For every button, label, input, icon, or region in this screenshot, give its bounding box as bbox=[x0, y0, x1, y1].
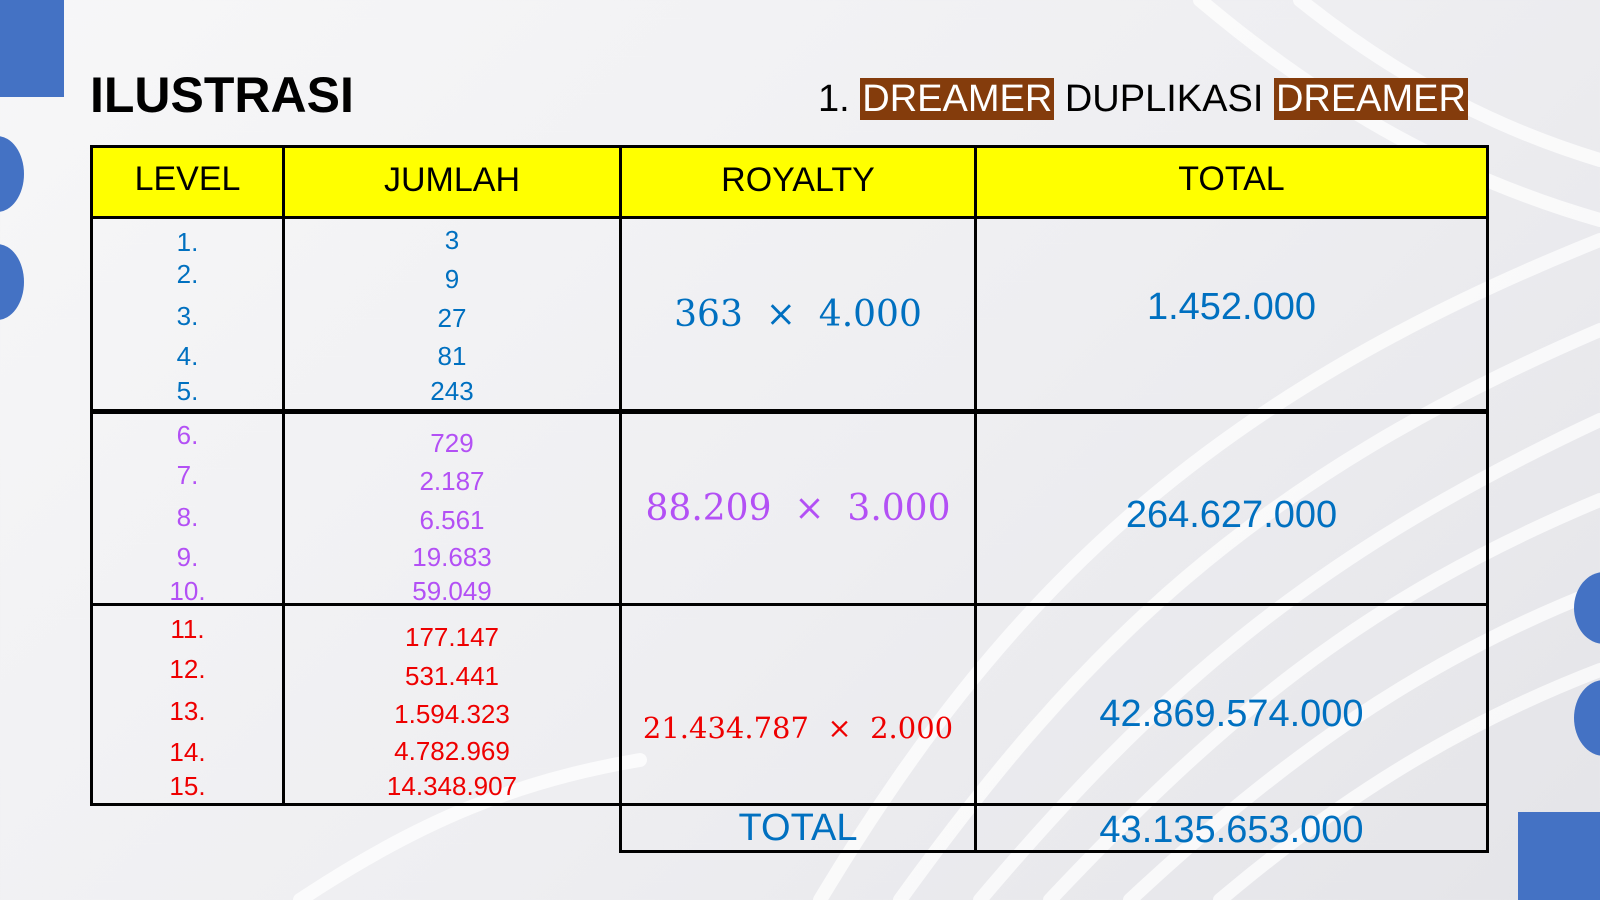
level-cell: 15. bbox=[169, 771, 206, 801]
header-jumlah: JUMLAH bbox=[282, 145, 622, 219]
group-3-counts: 177.147 531.441 1.594.323 4.782.969 14.3… bbox=[282, 603, 622, 806]
group-1-total: 1.452.000 bbox=[974, 216, 1489, 412]
count-cell: 14.348.907 bbox=[386, 771, 518, 801]
count-cell: 1.594.323 bbox=[394, 699, 510, 729]
group-2-levels: 6. 7. 8. 9. 10. bbox=[90, 409, 285, 606]
level-cell: 10. bbox=[169, 576, 206, 606]
header-total: TOTAL bbox=[974, 145, 1489, 219]
level-cell: 3. bbox=[176, 301, 199, 331]
count-cell: 4.782.969 bbox=[394, 736, 510, 766]
count-cell: 27 bbox=[437, 303, 467, 333]
count-cell: 2.187 bbox=[419, 466, 485, 496]
count-cell: 177.147 bbox=[405, 622, 499, 652]
page-title: ILUSTRASI bbox=[90, 67, 354, 123]
header-royalty: ROYALTY bbox=[619, 145, 977, 219]
header-royalty-label: ROYALTY bbox=[721, 160, 875, 199]
header-level-label: LEVEL bbox=[134, 160, 241, 198]
level-cell: 11. bbox=[170, 614, 205, 644]
group-3-royalty: 21.434.787 × 2.000 bbox=[619, 603, 977, 806]
level-cell: 7. bbox=[176, 460, 199, 490]
group-3-levels: 11. 12. 13. 14. 15. bbox=[90, 603, 285, 806]
subtitle-highlight-1: DREAMER bbox=[860, 78, 1055, 120]
header-total-label: TOTAL bbox=[1178, 160, 1285, 198]
count-cell: 243 bbox=[430, 376, 474, 406]
group-2-total: 264.627.000 bbox=[974, 409, 1489, 606]
grand-total-label: TOTAL bbox=[619, 803, 977, 853]
count-cell: 59.049 bbox=[412, 576, 492, 606]
group-3-total: 42.869.574.000 bbox=[974, 603, 1489, 806]
count-cell: 6.561 bbox=[419, 505, 485, 535]
level-cell: 6. bbox=[176, 420, 199, 450]
group-1-levels: 1. 2. 3. 4. 5. bbox=[90, 216, 285, 412]
group-1-royalty: 363 × 4.000 bbox=[619, 216, 977, 412]
count-cell: 9 bbox=[444, 264, 460, 294]
level-cell: 8. bbox=[176, 502, 199, 532]
decor-square-top-left bbox=[0, 0, 64, 97]
count-cell: 3 bbox=[444, 225, 460, 255]
level-cell: 2. bbox=[176, 259, 199, 289]
subtitle-middle: DUPLIKASI bbox=[1064, 78, 1264, 120]
header-jumlah-label: JUMLAH bbox=[383, 160, 521, 199]
subtitle-highlight-2: DREAMER bbox=[1273, 78, 1468, 120]
count-cell: 729 bbox=[430, 428, 474, 458]
level-cell: 14. bbox=[169, 737, 206, 767]
group-2-royalty: 88.209 × 3.000 bbox=[619, 409, 977, 606]
decor-square-bottom-right bbox=[1518, 812, 1600, 900]
count-cell: 531.441 bbox=[405, 661, 499, 691]
count-cell: 19.683 bbox=[412, 542, 492, 572]
count-cell: 81 bbox=[437, 341, 467, 371]
subtitle-prefix: 1. bbox=[818, 78, 850, 120]
level-cell: 4. bbox=[176, 341, 199, 371]
group-1-counts: 3 9 27 81 243 bbox=[282, 216, 622, 412]
level-cell: 9. bbox=[176, 542, 199, 572]
level-cell: 5. bbox=[176, 376, 199, 406]
level-cell: 1. bbox=[176, 227, 199, 257]
level-cell: 13. bbox=[169, 696, 206, 726]
level-cell: 12. bbox=[169, 654, 206, 684]
subtitle: 1. DREAMER DUPLIKASI DREAMER bbox=[818, 76, 1468, 122]
group-2-counts: 729 2.187 6.561 19.683 59.049 bbox=[282, 409, 622, 606]
grand-total-value: 43.135.653.000 bbox=[974, 803, 1489, 853]
header-level: LEVEL bbox=[90, 145, 285, 219]
